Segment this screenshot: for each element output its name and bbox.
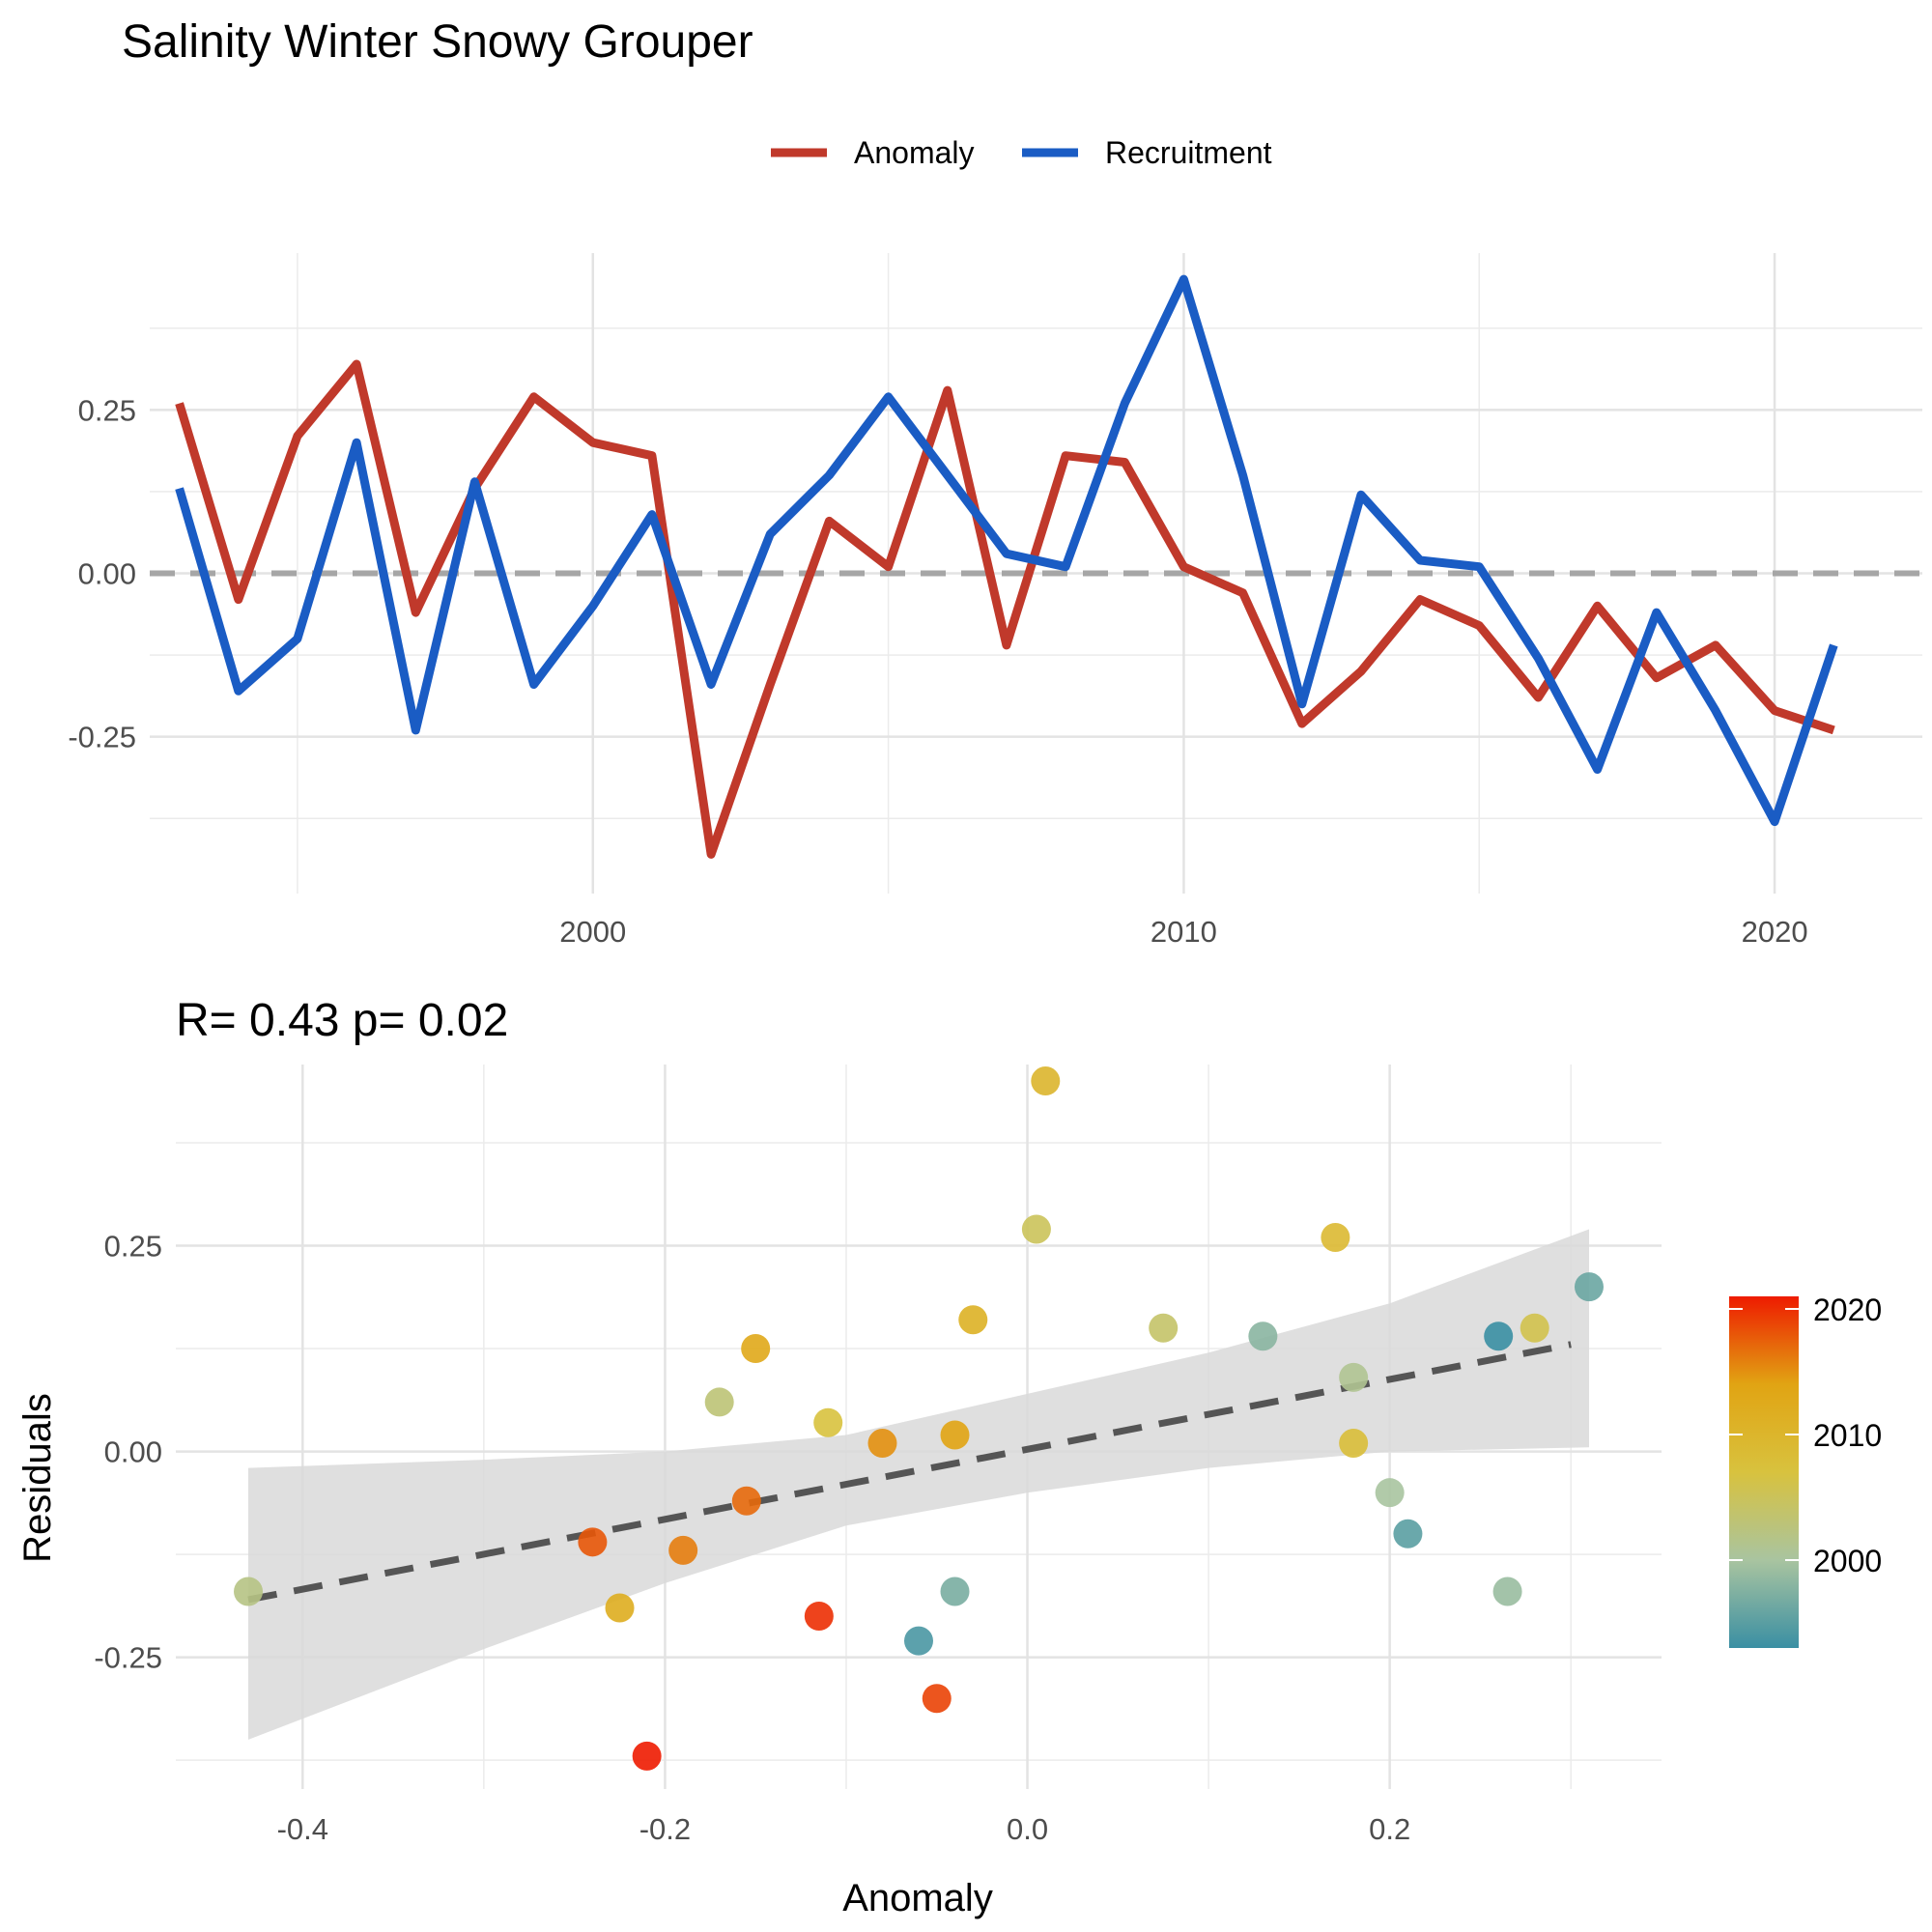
scatter-point [1492, 1577, 1522, 1606]
colorbar-tick-label: 2000 [1813, 1544, 1882, 1578]
y-tick-label: -0.25 [68, 721, 136, 754]
scatter-y-axis-label: Residuals [16, 1393, 59, 1563]
series-line-anomaly [175, 359, 1835, 859]
scatter-point [904, 1626, 933, 1656]
x-tick-label: 2020 [1742, 915, 1808, 949]
scatter-point [940, 1420, 970, 1450]
x-tick-label: 0.2 [1369, 1812, 1410, 1846]
x-tick-label: -0.4 [277, 1812, 328, 1846]
scatter-point [1574, 1272, 1604, 1302]
scatter-panel: R= 0.43 p= 0.02 -0.4 -0.2 0.0 0.20.250.00-0… [16, 995, 1882, 1919]
x-tick-label: 0.0 [1007, 1812, 1048, 1846]
scatter-point [605, 1593, 635, 1623]
colorbar-tick-label: 2020 [1813, 1293, 1882, 1327]
confidence-band [248, 1229, 1589, 1740]
scatter-point [578, 1527, 608, 1557]
scatter-point [1339, 1362, 1369, 1392]
scatter-title: R= 0.43 p= 0.02 [176, 995, 508, 1046]
scatter-point [940, 1577, 970, 1606]
x-tick-label: 2000 [559, 915, 626, 949]
scatter-point [867, 1429, 897, 1459]
legend-label-anomaly: Anomaly [854, 135, 975, 170]
time-series-panel: Anomaly Recruitment 2000 2010 2020 0.25 0.00 -… [68, 135, 1922, 949]
scatter-point [1321, 1222, 1350, 1252]
scatter-point [1375, 1478, 1405, 1508]
y-tick-label: 0.00 [78, 557, 136, 591]
scatter-point [922, 1684, 952, 1714]
time-series-lines [175, 274, 1838, 859]
scatter-point [234, 1577, 264, 1606]
scatter-point [704, 1387, 734, 1417]
scatter-point [958, 1305, 988, 1335]
scatter-point [1149, 1313, 1179, 1343]
year-colorbar: 2000 2010 2020 [1729, 1293, 1882, 1648]
scatter-axes: -0.4 -0.2 0.0 0.2 0.25 0.00 -0.25 [94, 1230, 1410, 1847]
x-tick-label: 2010 [1151, 915, 1217, 949]
scatter-point [1339, 1429, 1369, 1459]
scatter-point [813, 1407, 843, 1437]
y-tick-label: 0.00 [104, 1435, 162, 1469]
scatter-point [1393, 1519, 1423, 1548]
scatter-point [1248, 1321, 1278, 1351]
y-tick-label: 0.25 [78, 393, 136, 427]
y-tick-label: -0.25 [94, 1641, 162, 1675]
time-series-grid [150, 253, 1922, 894]
legend-label-recruitment: Recruitment [1105, 135, 1272, 170]
colorbar-bar [1729, 1296, 1799, 1648]
scatter-point [731, 1486, 761, 1516]
colorbar-tick-label: 2010 [1813, 1418, 1882, 1453]
figure-title: Salinity Winter Snowy Grouper [122, 16, 753, 68]
scatter-point [1484, 1321, 1514, 1351]
y-tick-label: 0.25 [104, 1230, 162, 1264]
scatter-point [632, 1741, 662, 1771]
scatter-point [668, 1535, 698, 1565]
time-series-axes: 2000 2010 2020 0.25 0.00 -0.25 [68, 393, 1807, 949]
time-series-legend: Anomaly Recruitment [771, 135, 1272, 170]
scatter-point [1031, 1066, 1061, 1096]
series-line-recruitment [175, 274, 1838, 827]
scatter-point [741, 1334, 771, 1364]
scatter-point [804, 1602, 834, 1632]
scatter-point [1021, 1214, 1051, 1244]
scatter-point [1520, 1313, 1549, 1343]
scatter-points [234, 1066, 1604, 1771]
scatter-x-axis-label: Anomaly [842, 1877, 993, 1919]
x-tick-label: -0.2 [639, 1812, 691, 1846]
confidence-band-area [248, 1229, 1589, 1740]
